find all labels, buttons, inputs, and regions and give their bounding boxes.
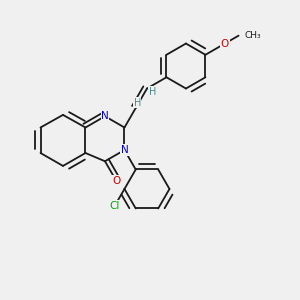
- Text: CH₃: CH₃: [244, 31, 261, 40]
- Text: H: H: [134, 98, 141, 108]
- Text: O: O: [221, 38, 229, 49]
- Text: N: N: [101, 111, 109, 121]
- Text: H: H: [149, 86, 156, 97]
- Text: O: O: [112, 176, 120, 186]
- Text: N: N: [121, 145, 128, 155]
- Text: Cl: Cl: [110, 200, 120, 211]
